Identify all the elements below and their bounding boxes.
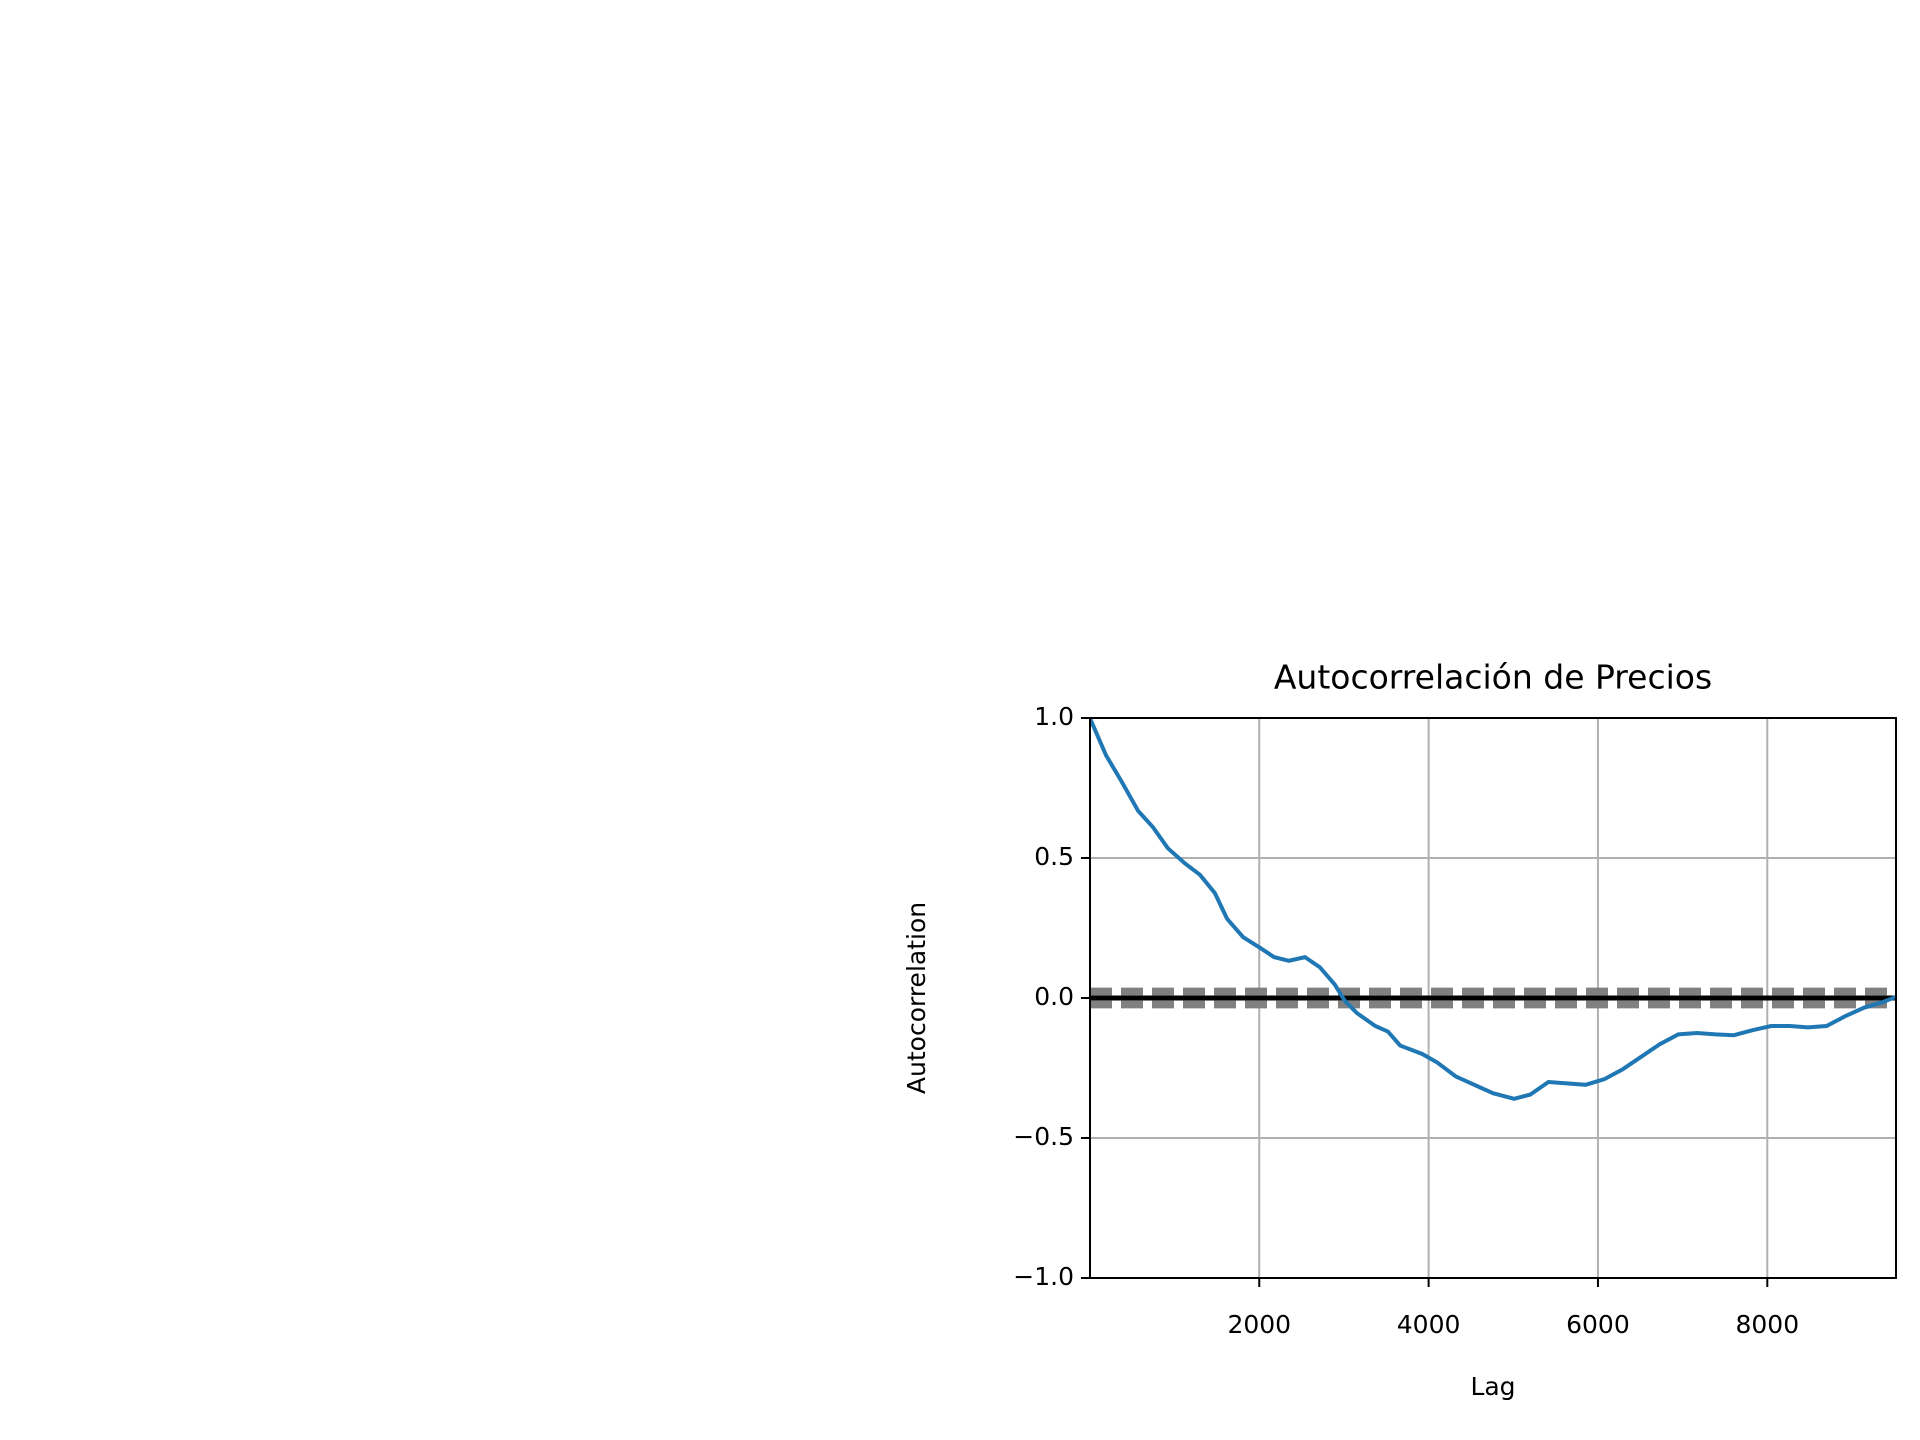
y-axis-label: Autocorrelation <box>902 902 931 1094</box>
y-tick-label: 0.5 <box>1034 842 1074 871</box>
y-tick-label: −0.5 <box>1013 1122 1074 1151</box>
y-tick-label: 1.0 <box>1034 702 1074 731</box>
data-line <box>1090 717 1896 1101</box>
x-tick-label: 8000 <box>1735 1310 1799 1339</box>
y-tick-label: 0.0 <box>1034 982 1074 1011</box>
y-tick-label: −1.0 <box>1013 1262 1074 1291</box>
x-axis-label: Lag <box>1470 1372 1515 1401</box>
chart-title: Autocorrelación de Precios <box>1274 658 1712 697</box>
plot-frame <box>1089 717 1897 1279</box>
x-tick-label: 2000 <box>1227 1310 1291 1339</box>
x-tick-label: 4000 <box>1397 1310 1461 1339</box>
x-tick-label: 6000 <box>1566 1310 1630 1339</box>
